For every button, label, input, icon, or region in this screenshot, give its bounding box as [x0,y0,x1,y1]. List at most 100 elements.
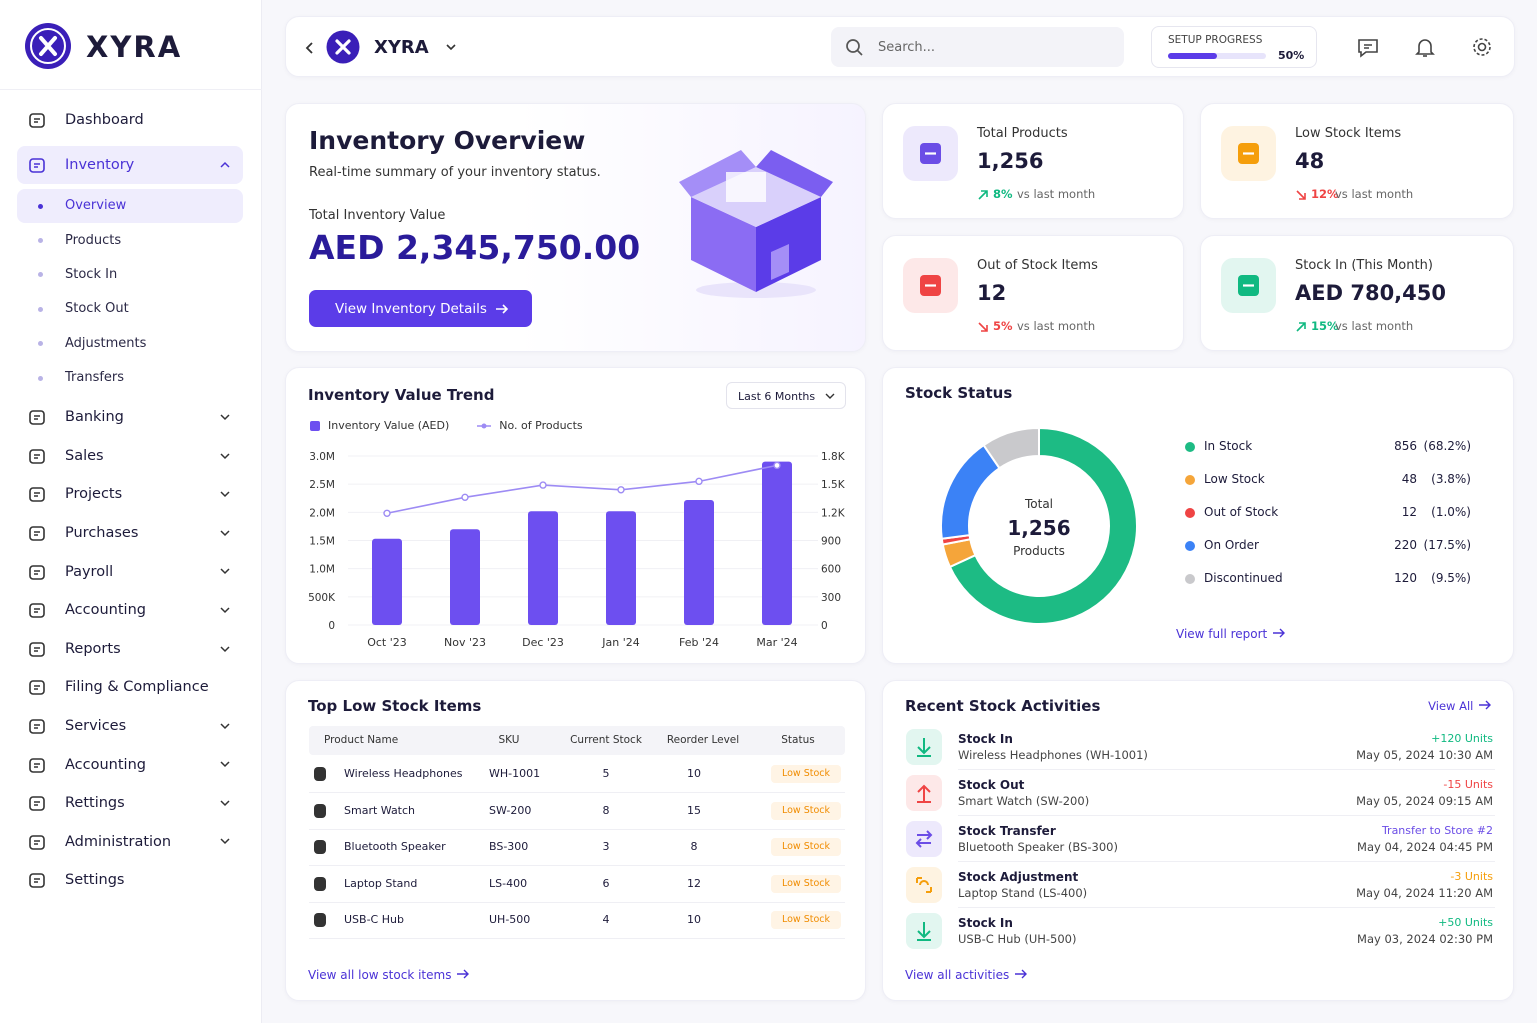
low-stock-card: Top Low Stock Items View all low stock i… [285,680,866,1001]
kpi-label: Low Stock Items [1295,126,1402,141]
nav-icon [29,487,45,503]
messages[interactable] [1356,36,1380,60]
sub-nav-item[interactable]: Transfers [17,361,243,395]
sub-nav-label: Stock Out [65,301,129,317]
activity-icon [906,775,942,811]
top-bar: XYRA Search... SETUP PROGRESS 50% [285,16,1515,77]
overview-subtitle: Real-time summary of your inventory stat… [309,165,601,180]
icon-part [34,415,40,420]
workspace[interactable]: XYRA [374,37,429,58]
legend-dot [1185,541,1195,551]
kpi-card: Stock In (This Month) AED 780,450 15% vs la… [1200,235,1514,351]
dot [38,375,43,381]
activity-icon [906,913,942,949]
trend-arrow [1296,190,1306,200]
sub-nav-item[interactable]: Stock In [17,257,243,291]
row-divider [309,792,845,793]
column-header: Product Name [324,734,399,746]
nav-icon [29,449,45,464]
notifications[interactable] [1413,35,1437,59]
legend-dot [1185,442,1195,452]
icon-part [1296,190,1306,200]
progress-fill [1168,53,1217,59]
arrow [496,304,509,314]
nav-item[interactable]: Reports [17,630,243,669]
row-divider [309,828,845,830]
kpi-note: vs last month [1017,319,1096,333]
activity-title: Stock In [958,916,1013,930]
legend-swatch [477,423,492,428]
nav-label: Services [65,717,127,734]
sub-nav-item[interactable]: Products [17,223,243,257]
link-label: View all low stock items [308,968,452,982]
dropdown[interactable] [444,41,458,53]
nav-item[interactable]: Dashboard [17,101,243,140]
nav-icon [29,526,45,541]
back[interactable] [304,41,316,55]
arrow [1479,700,1491,710]
range-filter[interactable]: Last 6 Months [726,382,846,409]
reorder-level: 10 [687,913,701,926]
y-tick-label: 3.0M [309,451,335,463]
nav-item[interactable]: Administration [17,822,243,861]
nav-icon [29,603,45,619]
icon-part [29,564,45,580]
nav-item[interactable]: Services [17,707,243,746]
sub-nav-item[interactable]: Stock Out [17,292,243,326]
nav-item[interactable]: Banking [17,398,243,437]
nav-label: Projects [65,486,123,503]
icon-part [29,641,45,657]
icon [1238,143,1259,164]
icon-part [220,414,230,420]
sub-nav-item[interactable]: Overview [17,188,243,223]
sub-nav-item[interactable]: Adjustments [17,326,243,360]
icon [1238,275,1259,296]
icon-part [314,876,326,891]
legend-item: Inventory Value (AED) [310,419,449,432]
activity-detail: Wireless Headphones (WH-1001) [958,748,1148,762]
trend-arrow [978,190,988,200]
icon-part [34,840,40,845]
nav-item[interactable]: Filing & Compliance [17,668,243,707]
brand: XYRA [0,0,262,90]
nav-item[interactable]: Rettings [17,784,243,823]
y-tick-label: 1.0M [309,564,335,576]
settings[interactable] [1470,35,1494,59]
nav-label: Banking [65,409,124,426]
nav-item[interactable]: Accounting [17,591,243,630]
activities-link[interactable]: View all activities [905,968,1029,982]
activity-qty: -15 Units [1443,778,1493,791]
nav-item[interactable]: Inventory [17,145,243,184]
legend-label: Discontinued [1204,571,1283,585]
chevron [220,453,230,459]
product-name: Smart Watch [344,803,416,817]
column-header: Current Stock [570,734,642,746]
nav-item[interactable]: Purchases [17,514,243,553]
search[interactable]: Search... [831,27,1124,67]
kpi-value: 12 [977,281,1007,305]
low-stock-link[interactable]: View all low stock items [308,968,471,982]
product-name: Laptop Stand [344,876,418,890]
icon-part [314,803,326,818]
details-button[interactable]: View Inventory Details [309,290,532,327]
nav-item[interactable]: Projects [17,475,243,514]
kpi-card: Out of Stock Items 12 5% vs last month [882,235,1184,351]
line-point [539,481,547,489]
line-point [383,509,391,517]
donut-segment [948,426,1138,625]
icon-part [34,724,40,729]
column-header: Status [781,734,815,746]
arrow [1273,628,1286,638]
legend-value: 12 [1401,505,1417,519]
icon-part [29,834,45,850]
view-all[interactable]: View All [1428,699,1493,713]
kpi-note: vs last month [1017,187,1096,201]
nav-item[interactable]: Accounting [17,745,243,784]
center-sub: Products [1013,544,1065,558]
nav-item[interactable]: Payroll [17,552,243,591]
nav-icon [29,834,45,850]
nav-item[interactable]: Sales [17,437,243,476]
nav-item[interactable]: Settings [17,861,243,900]
legend-value: 48 [1401,472,1417,486]
full-report-link[interactable]: View full report [1176,627,1287,641]
